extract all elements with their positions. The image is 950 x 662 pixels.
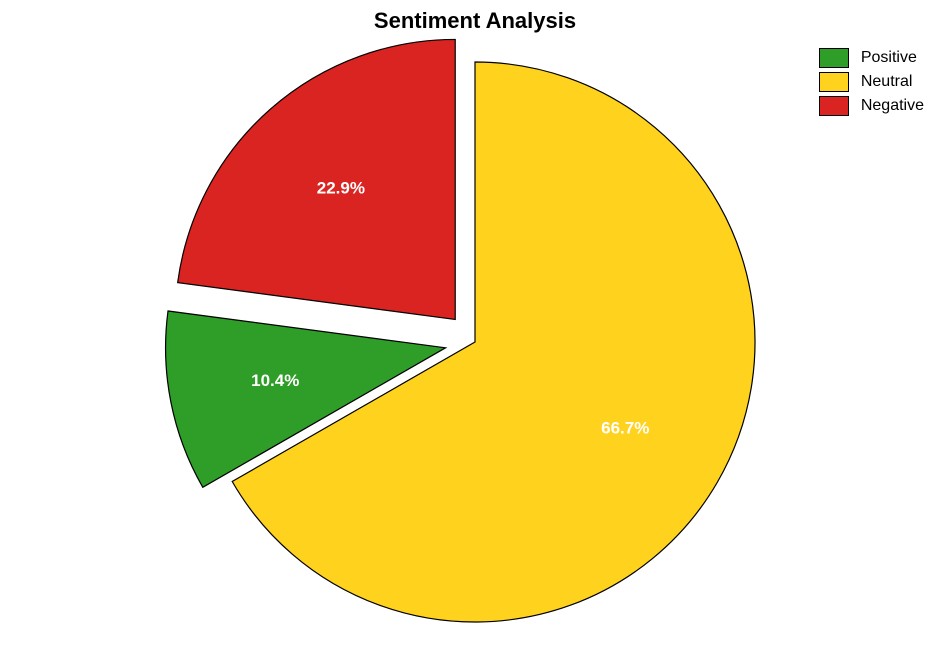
- legend-item-positive: Positive: [819, 48, 924, 68]
- legend-label: Negative: [861, 97, 924, 115]
- pie-svg: 22.9% 10.4% 66.7%: [0, 0, 950, 662]
- legend-label: Neutral: [861, 73, 913, 91]
- slice-label-negative: 22.9%: [317, 178, 365, 197]
- sentiment-pie-chart: Sentiment Analysis 22.9%10.4%66.7% Posit…: [0, 0, 950, 662]
- legend-swatch-icon: [819, 72, 849, 92]
- slice-label-positive: 10.4%: [251, 371, 299, 390]
- legend-label: Positive: [861, 49, 917, 67]
- legend-item-neutral: Neutral: [819, 72, 924, 92]
- legend: Positive Neutral Negative: [819, 48, 924, 120]
- legend-swatch-icon: [819, 48, 849, 68]
- legend-item-negative: Negative: [819, 96, 924, 116]
- slice-label-neutral: 66.7%: [601, 418, 649, 437]
- legend-swatch-icon: [819, 96, 849, 116]
